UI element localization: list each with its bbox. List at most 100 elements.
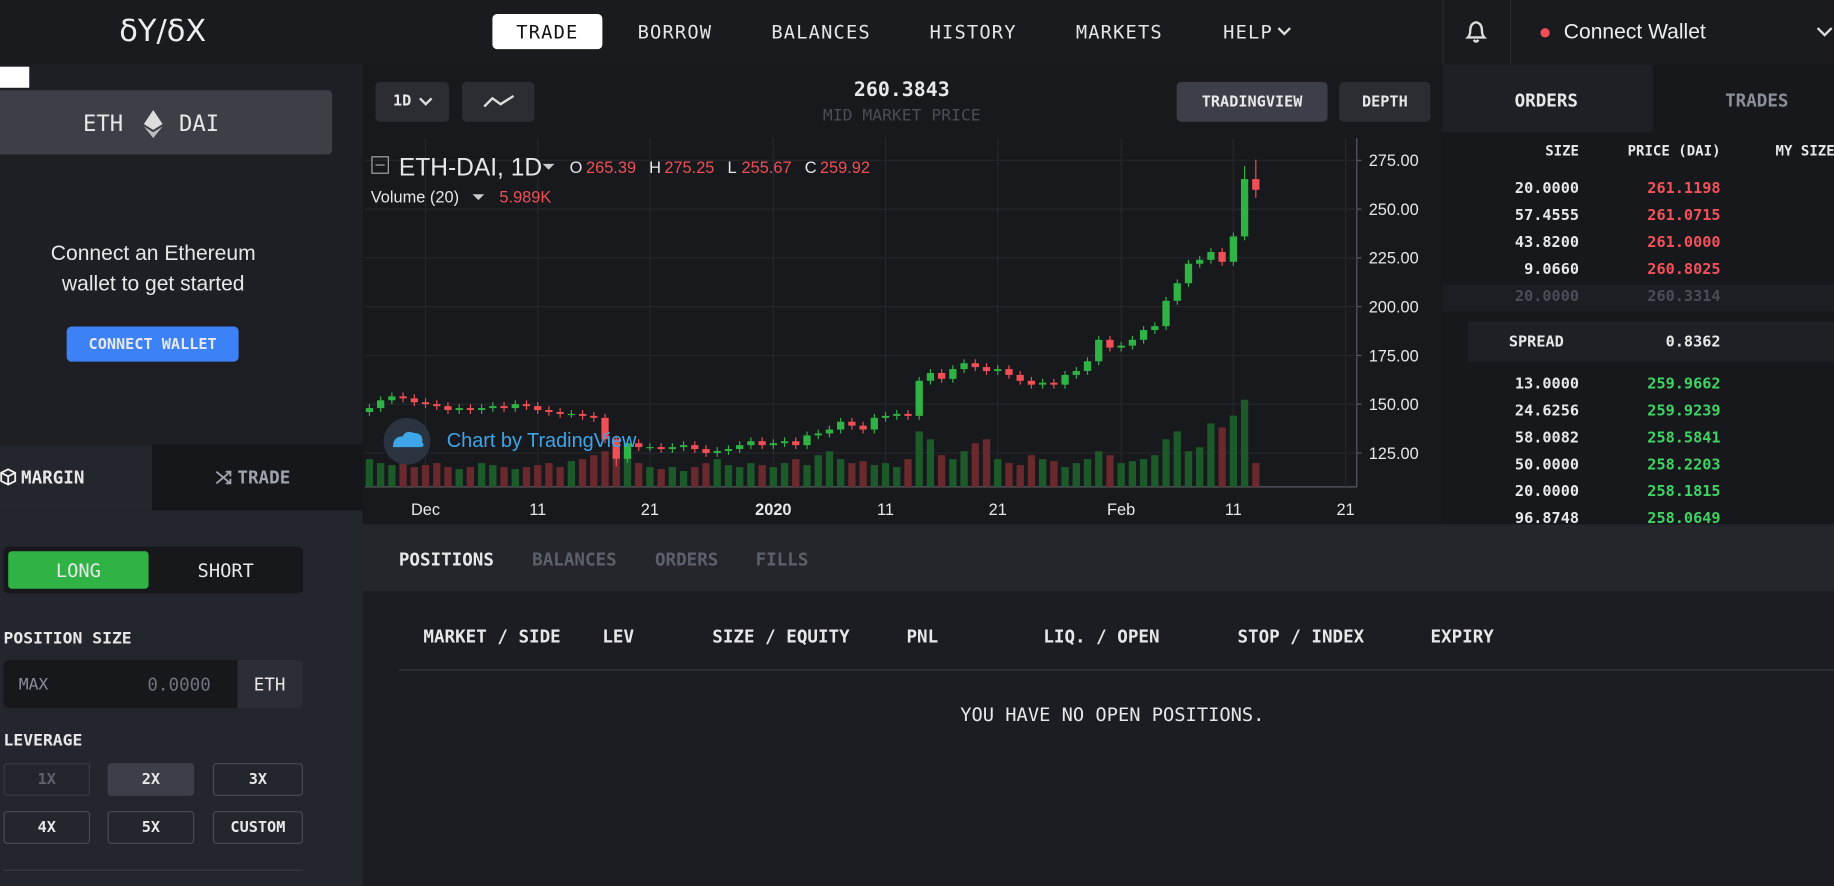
volume-bar bbox=[567, 461, 576, 487]
candle-body bbox=[1061, 374, 1069, 385]
interval-button[interactable] bbox=[375, 81, 450, 122]
leverage-option[interactable]: 2X bbox=[107, 763, 195, 796]
x-tick-label: 11 bbox=[529, 501, 546, 519]
tab[interactable]: ORDERS bbox=[1514, 90, 1578, 112]
leverage-option[interactable]: 3X bbox=[212, 763, 303, 796]
tab[interactable]: TRADES bbox=[1725, 90, 1789, 112]
x-tick-label: Dec bbox=[411, 501, 440, 519]
market-quote: DAI bbox=[178, 111, 220, 137]
ohlc-label: H bbox=[649, 159, 661, 177]
order-size: 20.0000 bbox=[1514, 287, 1580, 306]
market-selector[interactable] bbox=[0, 90, 333, 155]
candle-body bbox=[713, 450, 721, 453]
volume-bar bbox=[736, 467, 744, 487]
candle-body bbox=[365, 408, 374, 412]
nav-item[interactable]: HELP bbox=[1223, 21, 1273, 44]
mid-price: 260.3843 bbox=[853, 78, 950, 102]
volume-bar bbox=[522, 467, 531, 487]
volume-bar bbox=[556, 467, 564, 487]
volume-bar bbox=[623, 455, 632, 487]
volume-bar bbox=[1229, 415, 1238, 487]
watermark[interactable]: Chart by TradingView bbox=[447, 430, 637, 452]
shuffle-icon bbox=[215, 470, 232, 485]
dropdown-arrow[interactable] bbox=[472, 194, 485, 201]
volume-bar bbox=[578, 459, 587, 487]
x-tick-label: 21 bbox=[641, 501, 659, 519]
size-max[interactable]: MAX bbox=[18, 675, 49, 695]
candle-body bbox=[567, 413, 576, 416]
candle-body bbox=[421, 402, 430, 405]
order-size: 20.0000 bbox=[1514, 180, 1580, 198]
tab[interactable]: MARGIN bbox=[21, 466, 85, 489]
volume-bar bbox=[926, 439, 935, 487]
volume-bar bbox=[601, 451, 609, 487]
side-long[interactable]: LONG bbox=[8, 551, 149, 589]
order-size: 20.0000 bbox=[1514, 483, 1580, 501]
tab[interactable]: BALANCES bbox=[532, 548, 617, 570]
volume-bar bbox=[489, 465, 497, 487]
view-button[interactable]: TRADINGVIEW bbox=[1176, 81, 1328, 122]
order-size: 13.0000 bbox=[1514, 375, 1580, 394]
candle-body bbox=[1240, 179, 1249, 237]
order-price: 258.0649 bbox=[1647, 510, 1721, 525]
candle-body bbox=[971, 363, 979, 368]
bell-icon[interactable] bbox=[1463, 18, 1489, 46]
candle-body bbox=[691, 445, 699, 450]
candle-body bbox=[1106, 339, 1114, 348]
column-header: PRICE (DAI) bbox=[1627, 142, 1721, 160]
positions-tabs bbox=[362, 524, 1834, 592]
collapse-icon[interactable] bbox=[371, 156, 389, 174]
candle-body bbox=[1151, 326, 1159, 331]
volume-bar bbox=[702, 463, 710, 487]
leverage-option[interactable]: 5X bbox=[107, 811, 195, 844]
nav-item[interactable]: MARKETS bbox=[1075, 21, 1163, 44]
connect-button[interactable]: CONNECT WALLET bbox=[66, 326, 239, 362]
nav-item[interactable]: TRADE bbox=[516, 21, 579, 44]
candle-body bbox=[1016, 374, 1024, 381]
volume-bar bbox=[365, 459, 374, 487]
tab[interactable]: ORDERS bbox=[654, 548, 719, 570]
candle-body bbox=[1229, 236, 1238, 262]
candle-body bbox=[612, 439, 620, 459]
leverage-option[interactable]: 4X bbox=[3, 811, 91, 844]
label: LEVERAGE bbox=[3, 731, 83, 751]
line-icon bbox=[483, 94, 515, 108]
logo[interactable]: δY/δX bbox=[119, 14, 207, 50]
order-size: 9.0660 bbox=[1524, 260, 1580, 279]
candle-body bbox=[994, 369, 1002, 372]
column-header: MARKET / SIDE bbox=[423, 626, 561, 648]
volume-value: 5.989K bbox=[499, 188, 551, 206]
candle-body bbox=[960, 363, 968, 370]
volume-bar bbox=[477, 463, 486, 487]
candle-body bbox=[489, 406, 497, 409]
top-bar bbox=[0, 0, 1834, 65]
volume-bar bbox=[1095, 451, 1103, 487]
candle-body bbox=[444, 406, 452, 411]
leverage-option[interactable]: CUSTOM bbox=[212, 811, 303, 844]
volume-bar bbox=[410, 467, 418, 487]
candle-body bbox=[1050, 382, 1058, 385]
connect-wallet[interactable]: Connect Wallet bbox=[1563, 19, 1706, 44]
nav-item[interactable]: BALANCES bbox=[771, 21, 871, 44]
help-arrow bbox=[1277, 27, 1291, 36]
order-price: 258.1815 bbox=[1647, 483, 1721, 501]
tab[interactable]: POSITIONS bbox=[398, 548, 494, 570]
nav-item[interactable]: BORROW bbox=[637, 21, 713, 44]
tab[interactable]: FILLS bbox=[755, 548, 809, 570]
volume-bar bbox=[1162, 439, 1170, 487]
view-button[interactable]: DEPTH bbox=[1339, 81, 1431, 122]
size-value: 0.0000 bbox=[147, 674, 211, 696]
tab-active-bg bbox=[1442, 64, 1653, 133]
order-size: 50.0000 bbox=[1514, 456, 1580, 475]
nav-item[interactable]: HISTORY bbox=[929, 21, 1017, 44]
volume-bar bbox=[421, 465, 430, 487]
leverage-option[interactable]: 1X bbox=[3, 763, 91, 796]
column-header: STOP / INDEX bbox=[1237, 626, 1365, 648]
candle-body bbox=[881, 415, 890, 418]
tab[interactable]: TRADE bbox=[237, 466, 291, 489]
dropdown-arrow[interactable] bbox=[542, 163, 555, 170]
side-short[interactable]: SHORT bbox=[197, 558, 254, 582]
wallet-arrow bbox=[1816, 27, 1833, 37]
candle-body bbox=[859, 425, 867, 430]
